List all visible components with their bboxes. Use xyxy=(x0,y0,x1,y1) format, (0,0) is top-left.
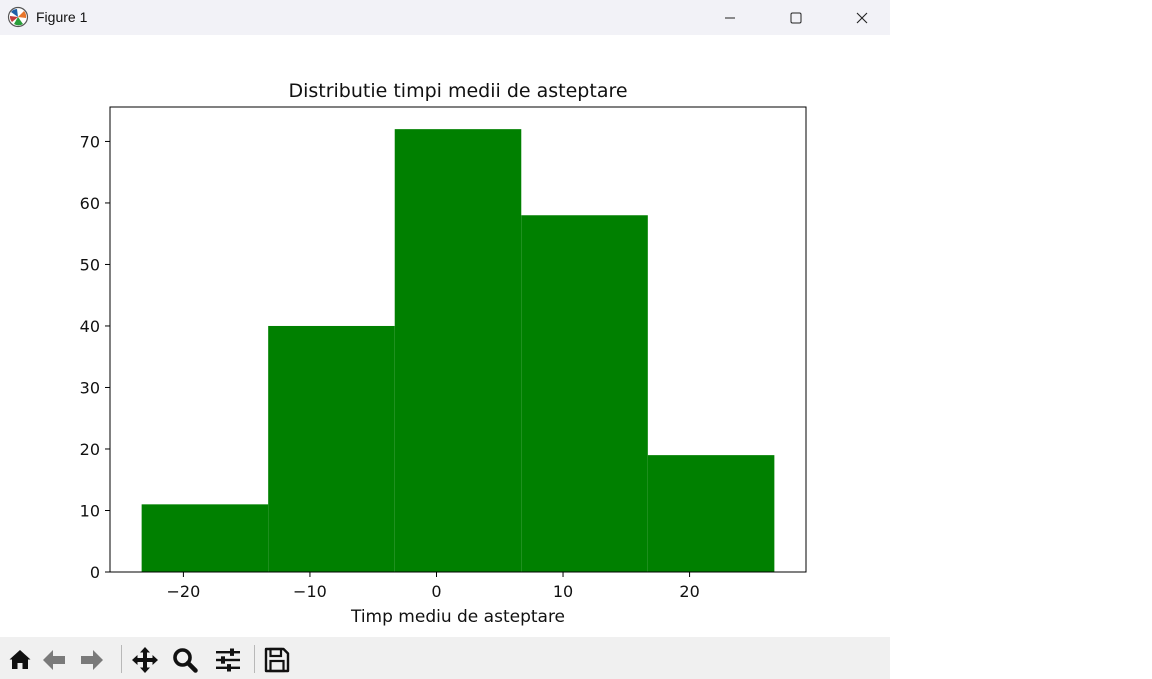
x-axis-label: Timp mediu de asteptare xyxy=(350,607,565,627)
pan-icon xyxy=(132,647,158,673)
y-tick-label: 0 xyxy=(90,563,100,582)
x-tick-label: −10 xyxy=(293,582,327,601)
minimize-button[interactable] xyxy=(700,0,760,35)
x-tick-label: 10 xyxy=(553,582,573,601)
figure-window: Figure 1 Distributie timpi medii de aste… xyxy=(0,0,890,679)
forward-arrow-icon xyxy=(81,650,103,670)
title-bar[interactable]: Figure 1 xyxy=(0,0,890,35)
window-title: Figure 1 xyxy=(36,9,88,25)
home-icon xyxy=(9,650,31,669)
home-button[interactable] xyxy=(6,646,34,674)
x-tick-label: 20 xyxy=(679,582,699,601)
minimize-icon xyxy=(725,17,735,18)
back-button[interactable] xyxy=(40,646,68,674)
close-button[interactable] xyxy=(832,0,892,35)
histogram-bar xyxy=(647,455,775,572)
maximize-icon xyxy=(790,12,802,23)
zoom-icon xyxy=(173,648,198,673)
forward-button[interactable] xyxy=(78,646,106,674)
y-tick-label: 20 xyxy=(80,440,100,459)
configure-subplots-button[interactable] xyxy=(214,646,242,674)
y-tick-label: 40 xyxy=(80,317,100,336)
histogram-bar xyxy=(141,504,269,572)
x-axis: −20 −10 0 10 20 xyxy=(167,572,700,601)
y-tick-label: 60 xyxy=(80,194,100,213)
maximize-button[interactable] xyxy=(766,0,826,35)
save-icon xyxy=(264,647,290,673)
chart-title: Distributie timpi medii de asteptare xyxy=(288,80,627,102)
toolbar-separator xyxy=(121,645,122,673)
back-arrow-icon xyxy=(43,650,65,670)
save-button[interactable] xyxy=(263,646,291,674)
sliders-icon xyxy=(216,648,240,672)
y-tick-label: 50 xyxy=(80,255,100,274)
x-tick-label: −20 xyxy=(167,582,201,601)
histogram-bars xyxy=(141,129,775,572)
y-tick-label: 70 xyxy=(80,132,100,151)
zoom-button[interactable] xyxy=(171,646,199,674)
y-tick-label: 30 xyxy=(80,378,100,397)
pan-button[interactable] xyxy=(131,646,159,674)
axes-frame xyxy=(109,106,807,573)
close-icon xyxy=(856,12,868,23)
histogram-bar xyxy=(268,325,395,572)
matplotlib-icon xyxy=(7,6,29,28)
x-tick-label: 0 xyxy=(431,582,441,601)
y-axis: 0 10 20 30 40 50 60 70 xyxy=(80,132,110,582)
histogram-bar xyxy=(394,129,522,572)
toolbar-separator xyxy=(254,645,255,673)
navigation-toolbar xyxy=(0,637,890,679)
histogram-chart: Distributie timpi medii de asteptare −20… xyxy=(80,80,807,627)
histogram-bar xyxy=(521,215,648,572)
y-tick-label: 10 xyxy=(80,501,100,520)
figure-canvas[interactable]: Distributie timpi medii de asteptare −20… xyxy=(0,35,890,637)
